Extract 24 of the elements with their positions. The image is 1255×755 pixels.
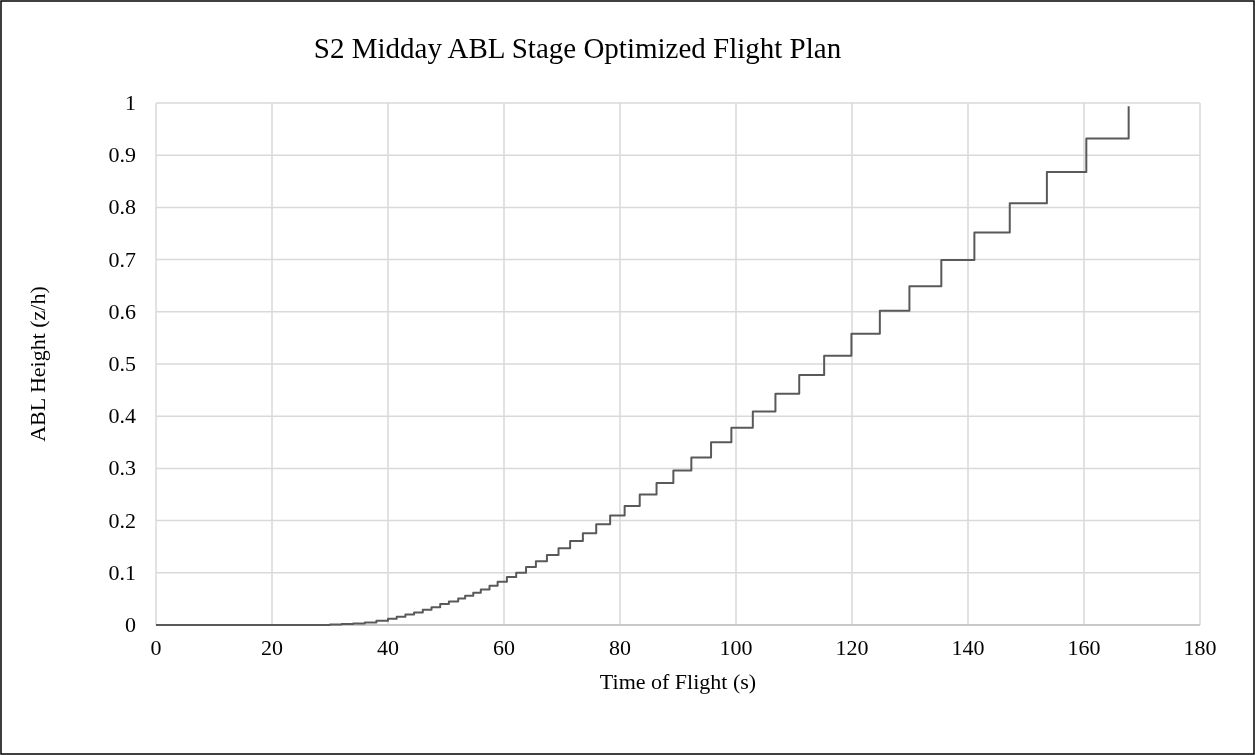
y-tick-label: 0.2 bbox=[108, 507, 136, 533]
y-tick-label: 0.5 bbox=[108, 351, 136, 376]
y-axis-title: ABL Height (z/h) bbox=[25, 286, 50, 442]
y-tick-label: 0.8 bbox=[108, 194, 136, 220]
y-tick-label: 0.3 bbox=[108, 455, 136, 481]
x-tick-label: 160 bbox=[1067, 635, 1101, 660]
y-tick-label: 0.6 bbox=[108, 298, 136, 324]
x-tick-label: 0 bbox=[150, 635, 162, 660]
x-tick-label: 180 bbox=[1183, 635, 1217, 660]
y-tick-label: 0.4 bbox=[108, 403, 136, 429]
x-axis-title: Time of Flight (s) bbox=[599, 669, 757, 694]
y-tick-label: 0.9 bbox=[108, 142, 136, 168]
y-tick-label: 0.1 bbox=[108, 559, 136, 585]
x-tick-label: 100 bbox=[719, 635, 753, 660]
x-tick-label: 120 bbox=[835, 635, 869, 660]
x-tick-label: 140 bbox=[951, 635, 985, 660]
y-tick-label: 0.7 bbox=[108, 246, 136, 272]
x-tick-label: 20 bbox=[261, 635, 283, 660]
y-tick-label: 1 bbox=[125, 90, 136, 115]
chart-title: S2 Midday ABL Stage Optimized Flight Plan bbox=[313, 32, 842, 64]
x-tick-label: 60 bbox=[493, 635, 515, 660]
x-tick-label: 40 bbox=[377, 635, 399, 660]
x-tick-label: 80 bbox=[609, 635, 631, 660]
y-tick-label: 0 bbox=[125, 612, 136, 637]
